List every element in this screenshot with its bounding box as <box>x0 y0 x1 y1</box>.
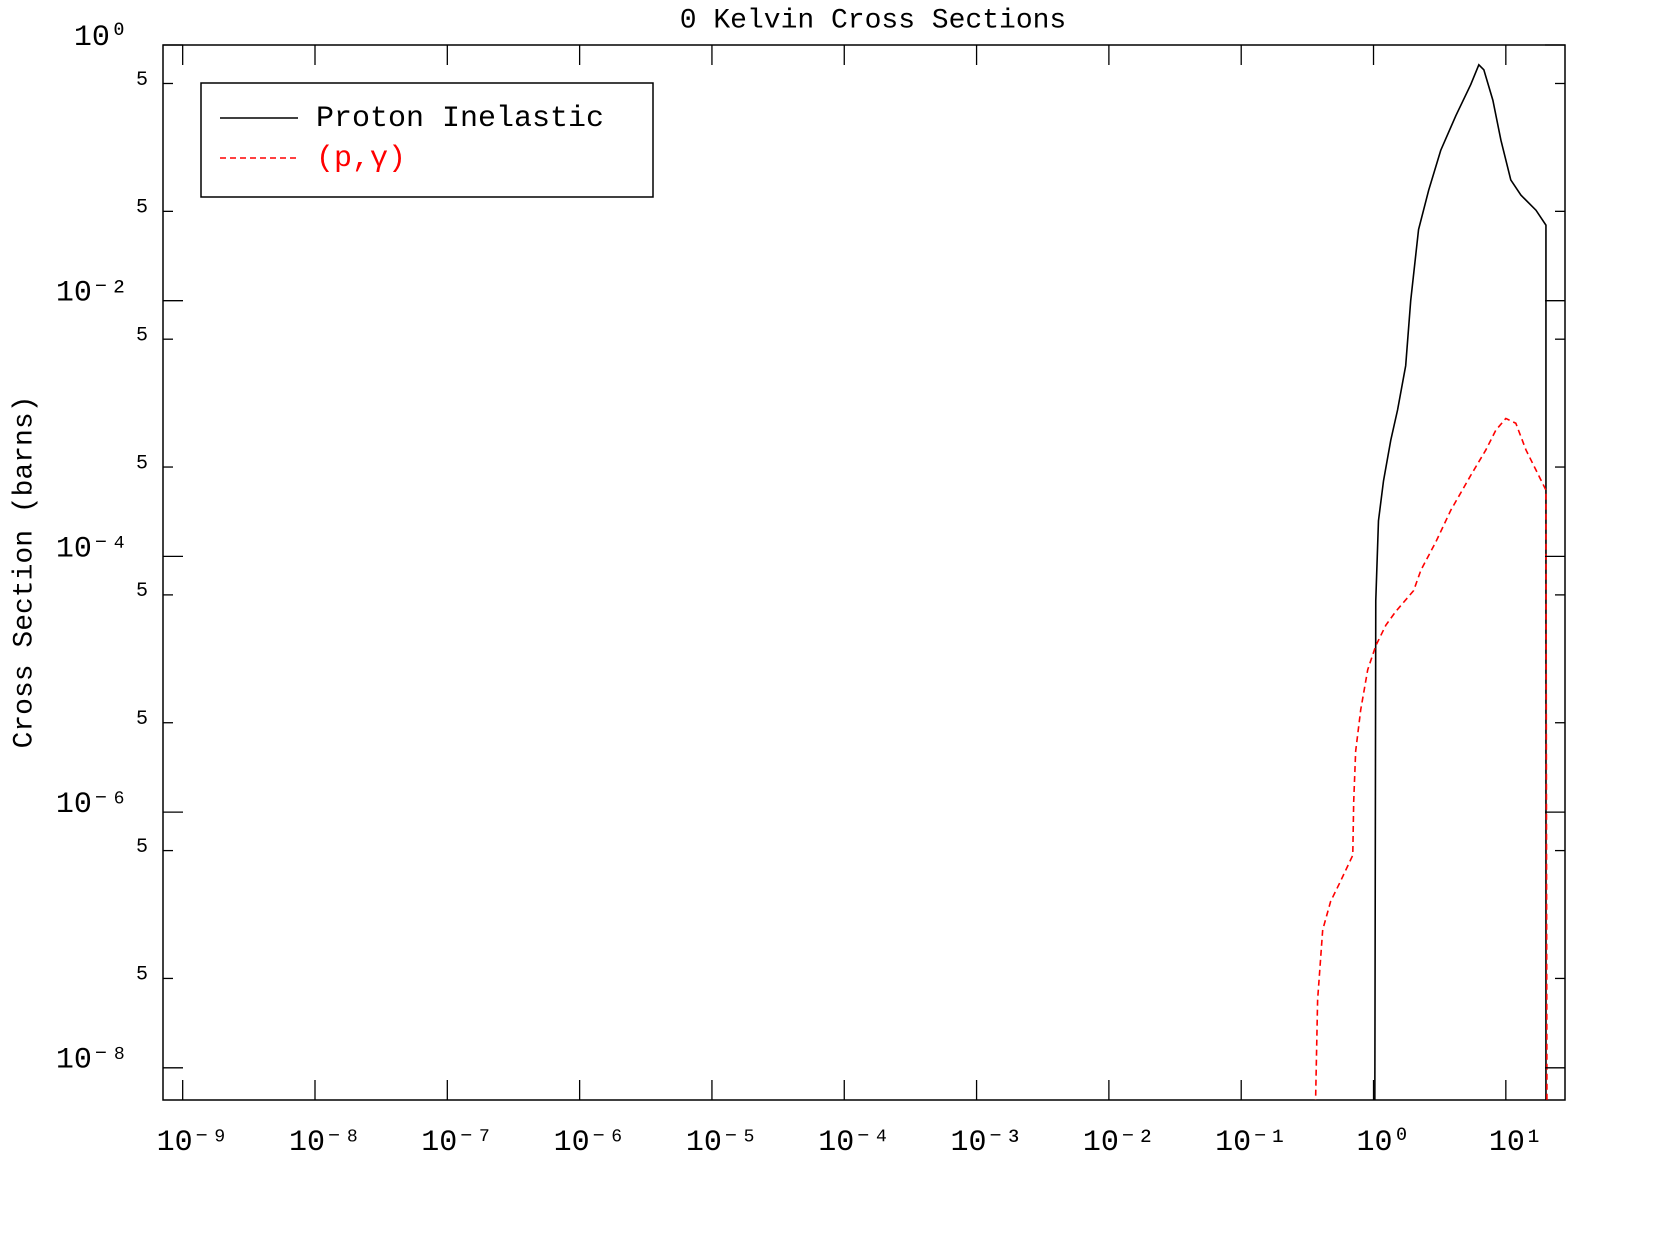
x-tick-label: 10¹ <box>1489 1126 1543 1160</box>
y-tick-label: 5 <box>136 452 148 475</box>
x-tick-label: 10⁻⁵ <box>686 1126 758 1160</box>
y-tick-label: 5 <box>136 708 148 731</box>
x-tick-label: 10⁻⁶ <box>554 1126 626 1160</box>
x-tick-label: 10⁰ <box>1356 1126 1410 1160</box>
y-tick-label: 10⁰ <box>74 21 128 55</box>
y-tick-label: 10⁻⁶ <box>56 788 128 822</box>
chart-title: 0 Kelvin Cross Sections <box>680 5 1066 36</box>
legend-box <box>200 82 654 198</box>
y-tick-label: 5 <box>136 197 148 220</box>
curves <box>1314 63 1548 1100</box>
y-tick-label: 10⁻⁴ <box>56 532 128 566</box>
y-tick-label: 10⁻² <box>56 277 128 311</box>
y-axis-label: Cross Section (barns) <box>9 396 40 749</box>
x-tick-label: 10⁻³ <box>951 1126 1023 1160</box>
x-tick-label: 10⁻⁴ <box>818 1126 890 1160</box>
x-tick-label: 10⁻⁸ <box>289 1126 361 1160</box>
y-tick-label: 5 <box>136 964 148 987</box>
y-tick-label: 5 <box>136 836 148 859</box>
x-tick-label: 10⁻⁷ <box>421 1126 493 1160</box>
legend-label: (p,γ) <box>316 142 406 176</box>
legend-label: Proton Inelastic <box>316 102 604 136</box>
y-tick-label: 5 <box>136 580 148 603</box>
y-tick-label: 5 <box>136 69 148 92</box>
series-line <box>1314 417 1548 1100</box>
series-line <box>1374 63 1547 1100</box>
plot-frame <box>162 44 1566 1101</box>
x-tick-label: 10⁻² <box>1083 1126 1155 1160</box>
x-tick-label: 10⁻¹ <box>1215 1126 1287 1160</box>
y-tick-label: 5 <box>136 324 148 347</box>
y-tick-label: 10⁻⁸ <box>56 1044 128 1078</box>
x-tick-label: 10⁻⁹ <box>157 1126 229 1160</box>
